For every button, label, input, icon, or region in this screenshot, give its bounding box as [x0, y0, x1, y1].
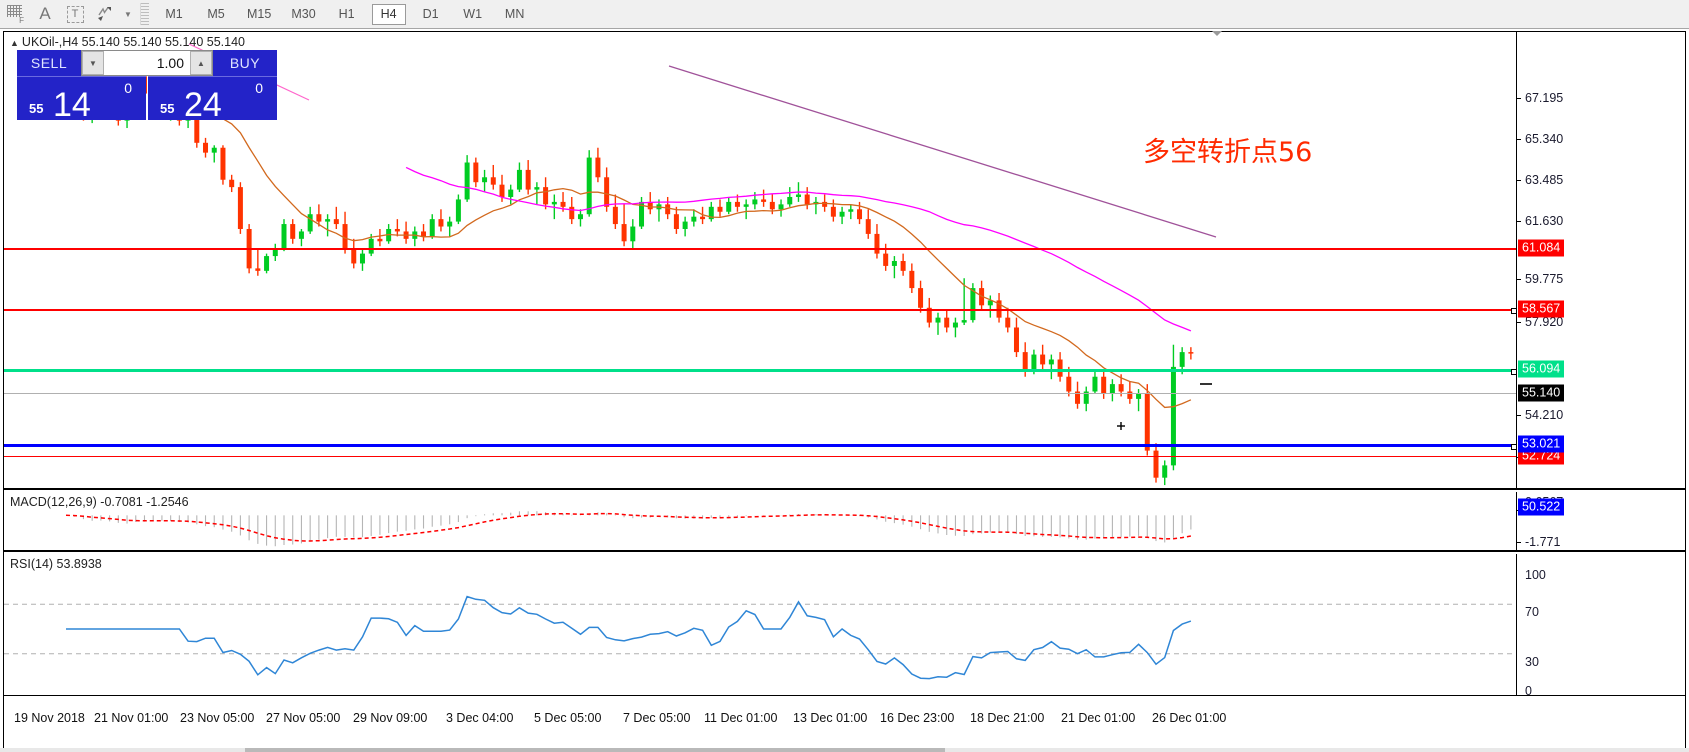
collapse-arrow-icon[interactable]: ▲: [10, 38, 19, 48]
time-tick: 23 Nov 05:00: [180, 711, 255, 725]
sell-price-pips: 14: [53, 86, 91, 124]
text-tool-icon[interactable]: A: [39, 4, 51, 23]
buy-price-whole: 55: [160, 101, 175, 116]
time-tick: 5 Dec 05:00: [534, 711, 602, 725]
timeframe-mn[interactable]: MN: [504, 7, 525, 21]
timeframe-m30[interactable]: M30: [291, 7, 316, 21]
level-price-label-56094[interactable]: 56.094: [1518, 360, 1565, 378]
level-line-52724[interactable]: [4, 456, 1516, 457]
rsi-tick: 100: [1525, 568, 1546, 582]
timeframe-w1[interactable]: W1: [463, 7, 483, 21]
sell-price-whole: 55: [29, 101, 44, 116]
current-price-line: [4, 393, 1516, 394]
level-price-label-58567[interactable]: 58.567: [1518, 300, 1565, 318]
timeframe-h1[interactable]: H1: [338, 7, 355, 21]
toolbar: F A T ▼ M1 M5 M15 M30 H1 H4 D1 W1 MN: [0, 0, 1689, 29]
objects-dropdown-caret[interactable]: ▼: [124, 9, 132, 19]
price-tick: 59.775: [1517, 272, 1563, 286]
price-tick: 65.340: [1517, 132, 1563, 146]
level-line-56094[interactable]: [4, 369, 1516, 375]
chart-top-marker: [1212, 31, 1222, 36]
level-handle[interactable]: [1511, 369, 1516, 375]
macd-label: MACD(12,26,9) -0.7081 -1.2546: [10, 495, 189, 509]
price-tick: 54.210: [1517, 408, 1563, 422]
time-axis[interactable]: 19 Nov 2018 21 Nov 01:00 23 Nov 05:00 27…: [4, 697, 1685, 748]
sell-price-display[interactable]: 55 14 0: [17, 76, 146, 124]
price-tick: 57.920: [1517, 315, 1563, 329]
level-price-label-53021[interactable]: 53.021: [1518, 435, 1565, 453]
macd-plot: [4, 492, 1516, 550]
timeframe-d1[interactable]: D1: [422, 7, 439, 21]
volume-input[interactable]: 1.00: [156, 55, 184, 71]
timeframe-h4[interactable]: H4: [371, 3, 406, 25]
label-tool-icon[interactable]: T: [60, 1, 90, 28]
one-click-trading-panel[interactable]: SELL ▼ 1.00 ▲ BUY 55 14 0 55: [17, 50, 277, 124]
macd-pane[interactable]: MACD(12,26,9) -0.7081 -1.2546 0.6567 0.0…: [4, 492, 1685, 552]
time-tick: 21 Dec 01:00: [1061, 711, 1136, 725]
price-tick: 63.485: [1517, 173, 1563, 187]
timeframe-m5[interactable]: M5: [207, 7, 225, 21]
buy-price-fraction: 0: [255, 80, 263, 96]
price-tick: 61.630: [1517, 214, 1563, 228]
price-pane[interactable]: ▲ UKOil-,H4 55.140 55.140 55.140 55.140: [4, 32, 1685, 516]
rsi-plot: [4, 554, 1516, 695]
time-tick: 16 Dec 23:00: [880, 711, 955, 725]
time-tick: 19 Nov 2018: [14, 711, 85, 725]
volume-decrement-button[interactable]: ▼: [82, 51, 104, 75]
level-line-61084[interactable]: [4, 248, 1516, 250]
level-price-label-61084[interactable]: 61.084: [1518, 239, 1565, 257]
current-price-label: 55.140: [1518, 384, 1565, 402]
time-tick: 26 Dec 01:00: [1152, 711, 1227, 725]
time-tick: 21 Nov 01:00: [94, 711, 169, 725]
time-tick: 3 Dec 04:00: [446, 711, 514, 725]
volume-input-group[interactable]: ▼ 1.00 ▲: [81, 50, 213, 76]
time-tick: 13 Dec 01:00: [793, 711, 868, 725]
chart-frame: ▲ UKOil-,H4 55.140 55.140 55.140 55.140: [3, 31, 1686, 749]
rsi-pane[interactable]: RSI(14) 53.8938 100 70 30 0: [4, 554, 1685, 698]
buy-button[interactable]: BUY: [213, 50, 277, 76]
rsi-label: RSI(14) 53.8938: [10, 557, 102, 571]
rsi-tick: 70: [1525, 605, 1539, 619]
sell-button[interactable]: SELL: [17, 50, 81, 76]
level-line-58567[interactable]: [4, 308, 1516, 314]
volume-increment-button[interactable]: ▲: [190, 51, 212, 75]
macd-tick: -1.771: [1517, 535, 1560, 549]
horizontal-scrollbar[interactable]: [0, 748, 1689, 752]
buy-price-pips: 24: [184, 86, 222, 124]
price-axis[interactable]: 67.195 65.340 63.485 61.630 59.775 57.92…: [1516, 32, 1685, 516]
price-tick: 67.195: [1517, 91, 1563, 105]
time-tick: 7 Dec 05:00: [623, 711, 691, 725]
level-handle[interactable]: [1511, 444, 1516, 450]
sell-price-fraction: 0: [124, 80, 132, 96]
macd-series: [65, 511, 1192, 547]
level-handle[interactable]: [1511, 308, 1516, 314]
indicators-icon[interactable]: F: [0, 1, 30, 28]
buy-price-display[interactable]: 55 24 0: [148, 76, 277, 124]
toolbar-separator: [140, 3, 149, 25]
rsi-series: [4, 595, 1516, 680]
level-line-53021[interactable]: [4, 444, 1516, 450]
scrollbar-thumb[interactable]: [245, 748, 945, 752]
rsi-tick: 30: [1525, 655, 1539, 669]
timeframe-m1[interactable]: M1: [165, 7, 183, 21]
time-tick: 27 Nov 05:00: [266, 711, 341, 725]
objects-icon[interactable]: [90, 1, 120, 28]
time-tick: 29 Nov 09:00: [353, 711, 428, 725]
symbol-ohlc-label: ▲ UKOil-,H4 55.140 55.140 55.140 55.140: [10, 35, 245, 49]
chart-annotation: 多空转折点56: [1143, 137, 1313, 168]
timeframe-m15[interactable]: M15: [247, 7, 272, 21]
rsi-axis: 100 70 30 0: [1516, 554, 1685, 698]
time-tick: 18 Dec 21:00: [970, 711, 1045, 725]
level-price-label-50522[interactable]: 50.522: [1518, 498, 1565, 516]
rsi-tick: 0: [1525, 684, 1532, 698]
time-tick: 11 Dec 01:00: [704, 711, 778, 725]
